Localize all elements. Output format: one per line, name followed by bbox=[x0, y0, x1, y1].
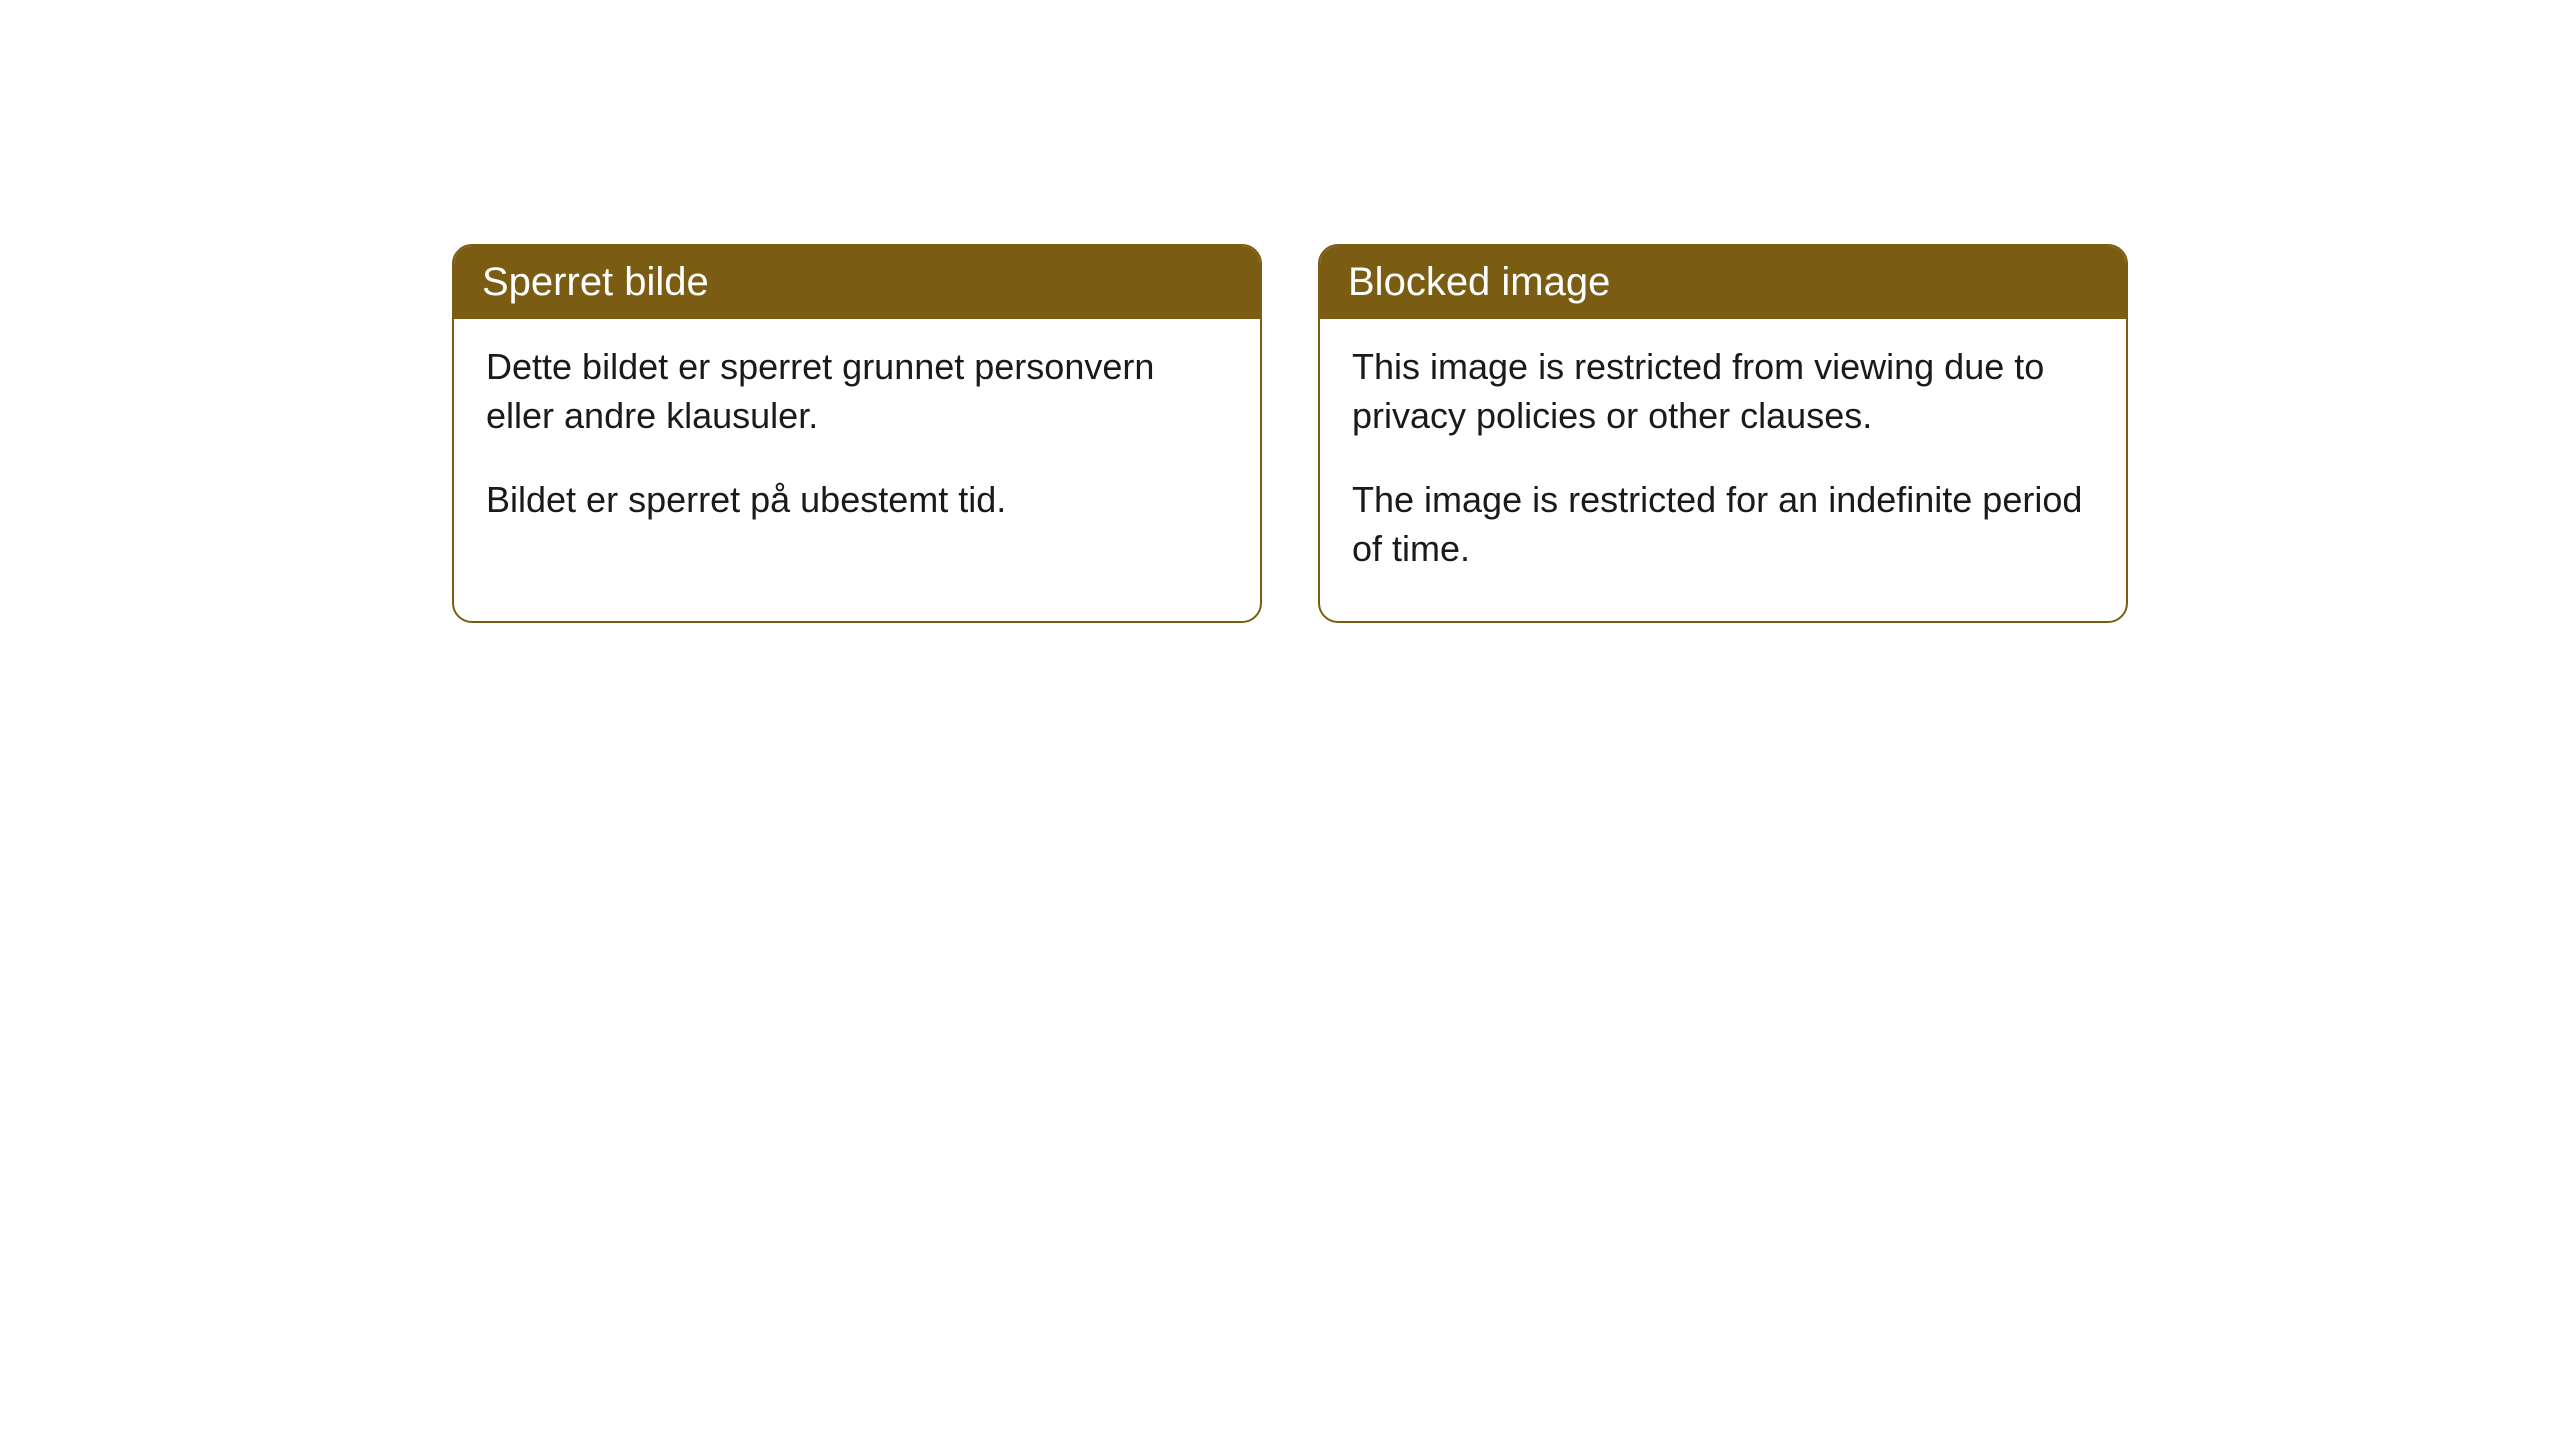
card-paragraph: Bildet er sperret på ubestemt tid. bbox=[486, 476, 1228, 525]
blocked-image-card-english: Blocked image This image is restricted f… bbox=[1318, 244, 2128, 623]
cards-container: Sperret bilde Dette bildet er sperret gr… bbox=[0, 0, 2560, 623]
card-header: Sperret bilde bbox=[454, 246, 1260, 319]
card-body: Dette bildet er sperret grunnet personve… bbox=[454, 319, 1260, 573]
card-title: Blocked image bbox=[1348, 260, 1610, 304]
card-title: Sperret bilde bbox=[482, 260, 709, 304]
card-body: This image is restricted from viewing du… bbox=[1320, 319, 2126, 621]
card-header: Blocked image bbox=[1320, 246, 2126, 319]
card-paragraph: This image is restricted from viewing du… bbox=[1352, 343, 2094, 440]
card-paragraph: The image is restricted for an indefinit… bbox=[1352, 476, 2094, 573]
blocked-image-card-norwegian: Sperret bilde Dette bildet er sperret gr… bbox=[452, 244, 1262, 623]
card-paragraph: Dette bildet er sperret grunnet personve… bbox=[486, 343, 1228, 440]
